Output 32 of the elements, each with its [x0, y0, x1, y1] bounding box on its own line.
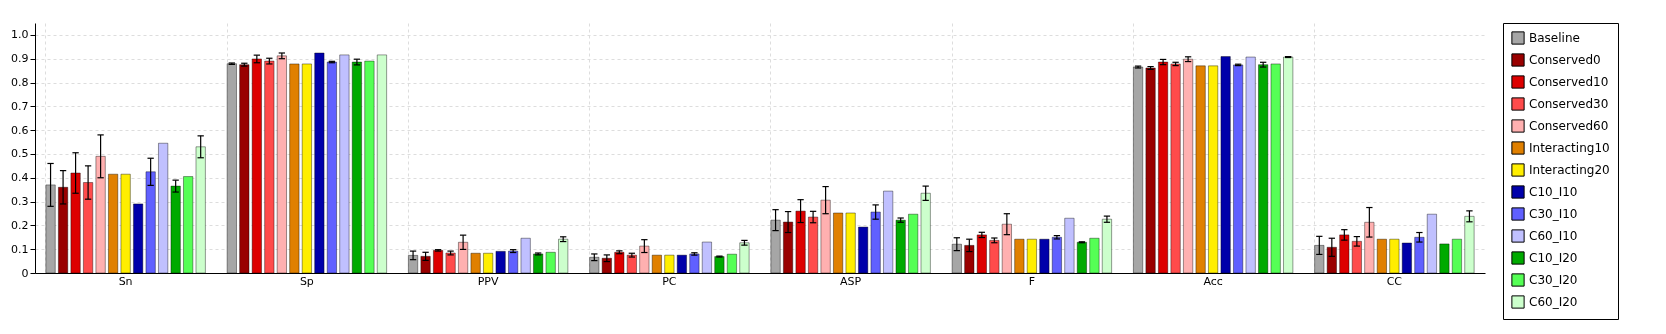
legend-label: Conserved60	[1529, 119, 1609, 133]
legend-label: C30_I20	[1529, 273, 1578, 287]
legend-label: Conserved10	[1529, 75, 1609, 89]
y-tick-label: 0.1	[11, 242, 29, 256]
legend-label: Baseline	[1529, 31, 1580, 45]
legend-label: Interacting20	[1529, 163, 1610, 177]
x-tick-label: Acc	[1203, 274, 1223, 288]
legend-label: C60_I20	[1529, 295, 1578, 309]
y-tick-label: 0.7	[11, 99, 29, 113]
legend-label: C10_I10	[1529, 185, 1578, 199]
legend-label: C10_I20	[1529, 251, 1578, 265]
x-tick-label: PPV	[477, 274, 499, 288]
x-tick-label: F	[1028, 274, 1036, 288]
y-tick-label: 0.9	[11, 52, 29, 66]
legend-label: Conserved30	[1529, 97, 1609, 111]
y-tick-label: 0.5	[11, 147, 29, 161]
x-tick-label: PC	[662, 274, 677, 288]
x-tick-label: Sp	[299, 274, 314, 288]
y-tick-label: 0.3	[11, 195, 29, 209]
legend-label: Conserved0	[1529, 53, 1601, 67]
y-tick-label: 0	[21, 266, 29, 280]
y-tick-label: 0.6	[11, 123, 29, 137]
y-tick-label: 0.4	[11, 171, 29, 185]
x-tick-label: Sn	[118, 274, 133, 288]
legend-label: Interacting10	[1529, 141, 1610, 155]
legend-label: C60_I10	[1529, 229, 1578, 243]
x-tick-label: ASP	[840, 274, 862, 288]
legend-label: C30_I10	[1529, 207, 1578, 221]
y-tick-label: 0.8	[11, 76, 29, 90]
y-tick-label: 1.0	[11, 28, 29, 42]
x-tick-label: CC	[1386, 274, 1403, 288]
y-tick-label: 0.2	[11, 218, 29, 232]
